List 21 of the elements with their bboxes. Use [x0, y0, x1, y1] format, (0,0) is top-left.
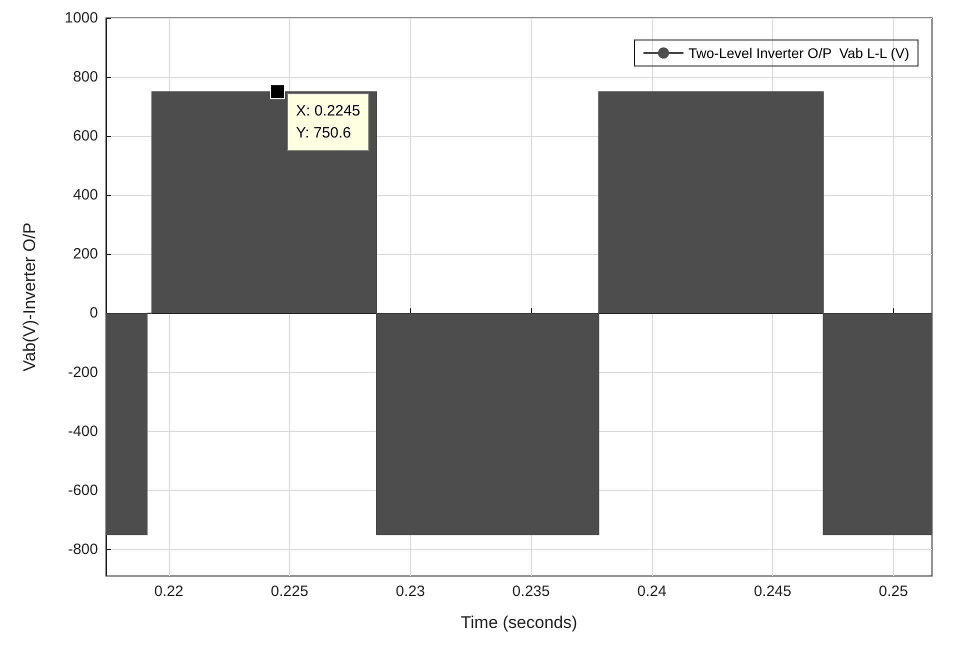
- x-axis-title: Time (seconds): [460, 613, 578, 632]
- y-tick-label: 0: [90, 304, 98, 322]
- x-tick-label: 0.225: [270, 583, 308, 600]
- y-tick-label: 600: [72, 128, 98, 145]
- x-tick-label: 0.235: [512, 583, 550, 600]
- y-tick-label: -600: [68, 482, 98, 499]
- legend-label: Two-Level Inverter O/P Vab L-L (V): [688, 45, 910, 61]
- y-tick-label: -800: [68, 540, 98, 558]
- x-tick-label: 0.22: [154, 583, 184, 600]
- x-tick-label: 0.24: [637, 583, 666, 600]
- y-tick-label: -400: [68, 422, 98, 440]
- x-tick-label: 0.245: [754, 583, 792, 600]
- x-tick-label: 0.23: [396, 583, 425, 600]
- y-axis-title: Vab(V)-Inverter O/P: [20, 222, 39, 372]
- y-tick-label: -200: [68, 364, 98, 381]
- annotation: X: 0.2245 Y: 750.6: [296, 102, 360, 142]
- x-tick-label: 0.25: [878, 583, 908, 600]
- y-tick-label: 800: [72, 68, 98, 86]
- y-tick-label: 200: [72, 246, 98, 263]
- y-tick-label: 1000: [64, 10, 98, 26]
- y-tick-label: 400: [72, 186, 98, 204]
